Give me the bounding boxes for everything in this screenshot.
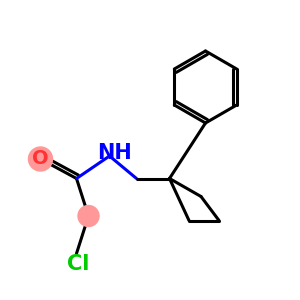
Circle shape	[28, 147, 52, 171]
Text: O: O	[32, 149, 49, 169]
Circle shape	[78, 206, 99, 226]
Text: Cl: Cl	[67, 254, 89, 274]
Text: NH: NH	[98, 143, 132, 163]
